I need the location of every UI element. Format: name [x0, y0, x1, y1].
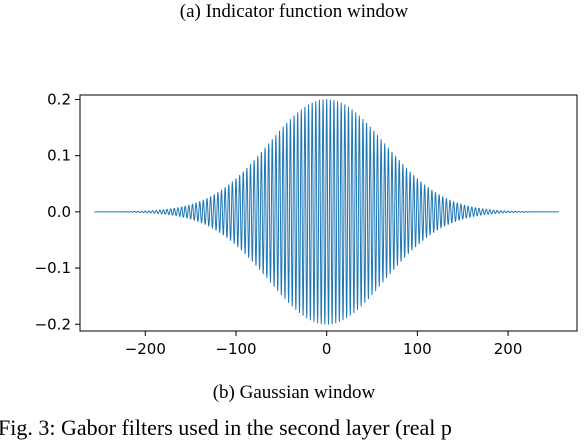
- plot-area: [94, 99, 560, 325]
- x-tick-label: 0: [322, 340, 332, 358]
- y-tick-label: 0.2: [47, 90, 71, 108]
- axes-frame: [79, 94, 578, 332]
- y-tick-label: −0.1: [35, 259, 71, 277]
- subfigure-a-caption: (a) Indicator function window: [179, 1, 409, 22]
- figure-caption: Fig. 3: Gabor filters used in the second…: [0, 415, 452, 440]
- x-tick-label: −100: [215, 340, 256, 358]
- x-tick-label: 100: [403, 340, 432, 358]
- y-tick-label: −0.2: [35, 315, 71, 333]
- x-tick-label: 200: [494, 340, 523, 358]
- x-axis: −200 −100 0 100 200: [125, 331, 523, 358]
- y-tick-label: 0.1: [47, 147, 71, 165]
- series-line: [94, 99, 560, 325]
- y-axis: 0.2 0.1 0.0 −0.1 −0.2: [35, 90, 80, 333]
- y-tick-label: 0.0: [47, 203, 71, 221]
- subfigure-b-caption: (b) Gaussian window: [212, 382, 376, 403]
- x-tick-label: −200: [125, 340, 166, 358]
